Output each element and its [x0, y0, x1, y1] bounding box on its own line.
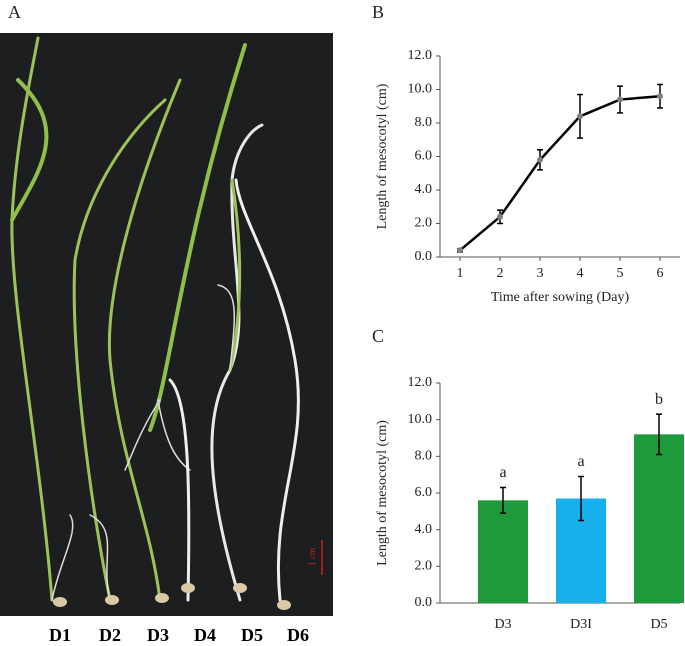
significance-letter: a: [577, 453, 584, 470]
y-tick-label: 10.0: [408, 82, 433, 97]
series-line: [459, 94, 661, 252]
data-point: [537, 156, 543, 163]
y-axis-title: Length of mesocotyl (cm): [375, 420, 390, 566]
seedling-label: D3: [147, 625, 169, 645]
panel-label: C: [372, 326, 384, 346]
data-point: [657, 93, 663, 100]
y-tick-label: 8.0: [415, 449, 433, 464]
seedling-label: D5: [241, 625, 263, 645]
y-tick-label: 2.0: [415, 559, 433, 574]
x-tick-label: 6: [657, 266, 664, 281]
error-bar: [500, 486, 506, 514]
seedlings: [10, 36, 300, 602]
bar: [634, 434, 684, 603]
x-tick-label: 5: [617, 266, 624, 281]
bar: [478, 500, 528, 603]
data-point: [577, 113, 583, 120]
y-tick-label: 6.0: [415, 149, 433, 164]
x-tick-label: D3I: [570, 617, 592, 632]
error-bar: [656, 413, 662, 456]
error-bar: [578, 475, 584, 522]
x-tick-label: 2: [497, 266, 504, 281]
seedling-label: D6: [287, 625, 309, 645]
x-axis-title: Time after sowing (Day): [491, 290, 630, 305]
photo-background: [0, 33, 333, 616]
data-point: [497, 213, 503, 220]
y-tick-label: 8.0: [415, 115, 433, 130]
photo: 1 cm: [0, 33, 333, 616]
y-tick-label: 10.0: [408, 412, 433, 427]
y-tick-label: 12.0: [408, 375, 433, 390]
seedling-label: D2: [99, 625, 121, 645]
significance-letter: b: [655, 391, 663, 408]
data-point: [617, 96, 623, 103]
y-tick-label: 4.0: [415, 522, 433, 537]
significance-letter: a: [499, 464, 506, 481]
panel-label: A: [8, 2, 21, 22]
x-tick-label: 1: [457, 266, 464, 281]
seedling-label: D4: [194, 625, 216, 645]
y-tick-label: 0.0: [415, 249, 433, 264]
scale-bar-label: 1 cm: [307, 548, 317, 566]
y-tick-label: 6.0: [415, 485, 433, 500]
y-tick-label: 2.0: [415, 216, 433, 231]
x-tick-label: 3: [537, 266, 544, 281]
x-tick-label: 4: [577, 266, 584, 281]
y-axis-title: Length of mesocotyl (cm): [375, 83, 390, 229]
y-tick-label: 0.0: [415, 595, 433, 610]
x-tick-label: D5: [650, 617, 667, 632]
panel-label: B: [372, 2, 384, 22]
seedling-label: D1: [49, 625, 71, 645]
y-tick-label: 12.0: [408, 48, 433, 63]
seeds: [53, 583, 291, 610]
data-point: [457, 247, 463, 254]
y-tick-label: 4.0: [415, 182, 433, 197]
x-tick-label: D3: [494, 617, 511, 632]
